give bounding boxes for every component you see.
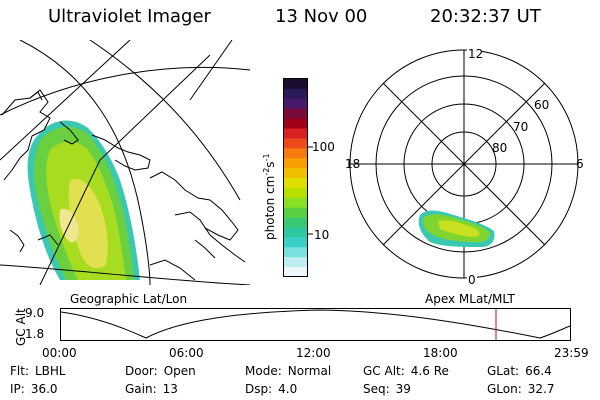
header-time: 20:32:37 UT <box>430 6 541 27</box>
colorbar-tick-10: 10 <box>314 228 330 242</box>
info-key: Seq: <box>363 382 390 396</box>
info-value: 4.6 Re <box>410 364 449 378</box>
mlt-label-0: 0 <box>468 273 476 287</box>
colorbar-unit-label: photon cm-2s-1 <box>262 153 277 240</box>
info-value: 66.4 <box>525 364 552 378</box>
mlt-label-6: 6 <box>576 157 584 171</box>
apex-panel-label: Apex MLat/MLT <box>425 292 515 306</box>
info-field: Gain: 13 <box>125 382 178 396</box>
timeline-y-top: 9.0 <box>25 306 45 320</box>
geo-panel-label: Geographic Lat/Lon <box>70 292 188 306</box>
info-value: 4.0 <box>278 382 298 396</box>
aurora-polar <box>418 210 495 247</box>
info-value: 36.0 <box>30 382 58 396</box>
info-value: 39 <box>395 382 411 396</box>
info-key: Dsp: <box>245 382 273 396</box>
info-field: GLon: 32.7 <box>487 382 554 396</box>
colorbar <box>283 78 313 278</box>
colorbar-cell <box>284 217 307 228</box>
timeline-tick-0600: 06:00 <box>169 346 204 360</box>
colorbar-cell <box>284 257 307 268</box>
colorbar-cell <box>284 187 307 199</box>
colorbar-cell <box>284 168 307 179</box>
header-date: 13 Nov 00 <box>275 6 368 27</box>
colorbar-cell <box>284 98 307 110</box>
info-value: 13 <box>162 382 178 396</box>
info-field: Seq: 39 <box>363 382 411 396</box>
geographic-map[interactable] <box>0 40 250 285</box>
colorbar-cell <box>284 118 307 129</box>
colorbar-cell <box>284 88 307 100</box>
info-key: GLon: <box>487 382 522 396</box>
info-field: Door: Open <box>125 364 196 378</box>
info-field: GC Alt: 4.6 Re <box>363 364 449 378</box>
aurora-geo <box>27 120 140 280</box>
colorbar-cell <box>284 158 307 169</box>
timeline-tick-1200: 12:00 <box>296 346 331 360</box>
info-key: IP: <box>10 382 25 396</box>
info-value: Open <box>163 364 196 378</box>
colorbar-cell <box>284 128 307 139</box>
colorbar-tick-100: 100 <box>312 140 335 154</box>
info-key: GLat: <box>487 364 520 378</box>
info-field: IP: 36.0 <box>10 382 58 396</box>
info-value: LBHL <box>34 364 66 378</box>
info-value: 32.7 <box>527 382 555 396</box>
mlat-label-70: 70 <box>513 120 528 134</box>
info-field: Mode: Normal <box>245 364 331 378</box>
timeline-tick-1800: 18:00 <box>423 346 458 360</box>
info-value: Normal <box>287 364 332 378</box>
altitude-timeline[interactable] <box>60 308 572 342</box>
mlt-label-12: 12 <box>468 47 483 61</box>
info-field: Flt: LBHL <box>10 364 66 378</box>
colorbar-cell <box>284 227 307 238</box>
timeline-tick-2359: 23:59 <box>554 346 589 360</box>
polar-plot[interactable]: 12 0 18 6 60 70 80 <box>342 47 594 292</box>
mlat-label-60: 60 <box>534 98 549 112</box>
timeline-y-bottom: 1.8 <box>25 327 45 341</box>
info-key: GC Alt: <box>363 364 405 378</box>
info-field: GLat: 66.4 <box>487 364 552 378</box>
timeline-tick-0000: 00:00 <box>42 346 77 360</box>
mlat-label-80: 80 <box>492 141 507 155</box>
colorbar-cell <box>284 247 307 258</box>
colorbar-cell <box>284 108 307 120</box>
colorbar-cell <box>284 237 307 248</box>
colorbar-cell <box>284 207 307 219</box>
mlt-label-18: 18 <box>345 157 360 171</box>
colorbar-cell <box>284 79 307 90</box>
colorbar-cell <box>284 197 307 209</box>
info-field: Dsp: 4.0 <box>245 382 297 396</box>
colorbar-cell <box>284 138 307 149</box>
info-key: Flt: <box>10 364 29 378</box>
colorbar-cell <box>284 148 307 159</box>
colorbar-cell <box>284 267 307 278</box>
app-title: Ultraviolet Imager <box>48 6 211 27</box>
info-key: Mode: <box>245 364 282 378</box>
colorbar-cell <box>284 178 307 189</box>
info-key: Gain: <box>125 382 157 396</box>
info-key: Door: <box>125 364 158 378</box>
